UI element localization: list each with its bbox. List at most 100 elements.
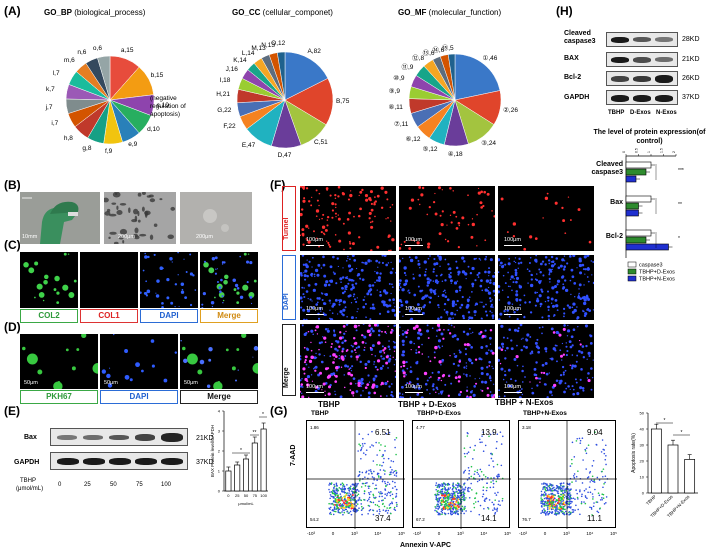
- scale-f: 100μm: [405, 384, 422, 390]
- cell-dot: [189, 272, 194, 276]
- unit-label-e: (μmol/mL): [16, 486, 44, 492]
- flow-quadrant-value: 9.04: [587, 428, 603, 437]
- pie-label: H,21: [216, 91, 230, 99]
- panel-label-e: (E): [4, 404, 20, 418]
- cell-dot: [208, 267, 215, 274]
- y-axis-label: BAX Protein level/GAPDH: [210, 425, 215, 477]
- pie-label: ⑪,9: [401, 64, 414, 72]
- pie-label: ②,26: [503, 106, 518, 114]
- pie-slice: [276, 51, 286, 101]
- col-label-nexos-f: TBHP + N-Exos: [495, 398, 554, 407]
- cell-dot: [189, 253, 192, 256]
- image-dapi-c: [140, 252, 198, 308]
- flow-quadrant-value: 76.7: [522, 517, 531, 522]
- cell-dot: [62, 284, 69, 291]
- pie-label: g,8: [82, 145, 92, 153]
- sig-marker: **: [678, 202, 682, 208]
- bar: [625, 175, 637, 183]
- group-label: caspase3: [591, 169, 623, 176]
- scale-f: 100μm: [306, 306, 323, 312]
- pie-label: n,6: [77, 48, 87, 56]
- cell-dot: [73, 279, 77, 283]
- cell-dot: [180, 290, 185, 294]
- flow-quadrant-value: 3.18: [522, 425, 531, 430]
- cell-dot: [237, 369, 239, 371]
- kd-e-1: 21KD: [196, 435, 214, 442]
- bar: [667, 444, 679, 494]
- cell-dot: [166, 278, 170, 282]
- tunnel-image: 100μm: [300, 186, 396, 251]
- cell-dot: [161, 306, 164, 308]
- flow-plot-title: TBHP: [311, 410, 329, 417]
- pie-mf-title: GO_MF (molecular_function): [398, 8, 502, 17]
- y-tick: 1: [218, 469, 221, 474]
- pie-label: h,8: [63, 134, 73, 142]
- pie-label: F,22: [223, 122, 236, 130]
- group-label: Cleaved: [596, 161, 623, 168]
- tunnel-image: 100μm: [498, 255, 594, 320]
- pie-mf: [408, 53, 502, 147]
- legend-swatch: [627, 275, 637, 282]
- cell-dot: [178, 306, 180, 308]
- cell-dot: [208, 358, 212, 362]
- cell-dot: [216, 268, 219, 270]
- pie-label: C,51: [314, 139, 328, 147]
- legend-swatch: [627, 268, 637, 275]
- pie-slice: [284, 51, 329, 101]
- flow-tick: -10³: [413, 531, 422, 536]
- flow-tick: 10⁴: [480, 531, 488, 536]
- pie-charts: [65, 51, 502, 149]
- cell-dot: [213, 381, 223, 389]
- scale-b1: 10mm: [22, 234, 38, 240]
- cell-dot: [236, 301, 240, 305]
- flow-quadrant-value: 54.2: [310, 517, 319, 522]
- flow-plot: 6.51 37.4 1.86 54.2 TBHP -10³ 0 10³ 10⁴ 10⁵: [306, 410, 405, 536]
- cell-dot: [22, 346, 26, 351]
- sig-marker: *: [664, 418, 666, 424]
- cell-dot: [109, 367, 111, 369]
- scale-f: 100μm: [504, 237, 521, 243]
- cell-dot: [92, 363, 98, 374]
- pie-label: M,13: [251, 44, 266, 52]
- y-axis-label: Apoptosis rate(%): [631, 433, 637, 473]
- pie-label: e,9: [128, 141, 138, 149]
- cell-dot: [203, 260, 207, 263]
- cell-dot: [221, 295, 224, 298]
- flow-tick: 10⁵: [610, 531, 617, 536]
- chart-bax-level: 0 1 2 3 4 0 25 50 75 100 μmol/mL BAX Protein level/…: [210, 409, 268, 506]
- scale-f: 100μm: [504, 306, 521, 312]
- cell-dot: [174, 283, 178, 286]
- x-tick: 100: [260, 493, 267, 498]
- cell-dot: [214, 296, 216, 299]
- cell-dot: [166, 296, 170, 300]
- flow-tick: 10⁴: [586, 531, 594, 536]
- cell-dot: [201, 303, 204, 306]
- y-tick: 50: [640, 411, 645, 416]
- bar: [251, 442, 258, 492]
- cell-dot: [67, 253, 70, 255]
- bar: [243, 458, 249, 492]
- cell-dot: [247, 253, 250, 255]
- cell-dot: [199, 359, 205, 365]
- pie-label: ⑫,8: [412, 55, 425, 63]
- cell-dot: [221, 263, 224, 265]
- cell-dot: [56, 301, 60, 305]
- bar: [625, 202, 639, 210]
- cell-dot: [211, 257, 216, 261]
- dose-75: 75: [136, 482, 143, 488]
- sig-marker: *: [678, 236, 680, 242]
- pie-label: o,6: [92, 44, 102, 52]
- cell-dot: [65, 348, 69, 352]
- cell-dot: [124, 349, 129, 354]
- micrograph-b3: [180, 192, 252, 244]
- cell-dot: [129, 378, 133, 382]
- cell-dot: [141, 369, 144, 373]
- cell-dot: [252, 356, 254, 358]
- pie-label: G,22: [217, 107, 232, 115]
- x-tick: 1: [647, 151, 651, 153]
- flow-plot: 13.9 14.1 4.77 67.2 TBHP+D-Exos -10³ 0 10³ 10⁴ 10…: [412, 410, 511, 536]
- cell-dot: [156, 279, 160, 283]
- pie-label: D,47: [277, 151, 292, 159]
- pie-label: ⑩,9: [393, 74, 405, 82]
- cell-dot: [151, 364, 155, 368]
